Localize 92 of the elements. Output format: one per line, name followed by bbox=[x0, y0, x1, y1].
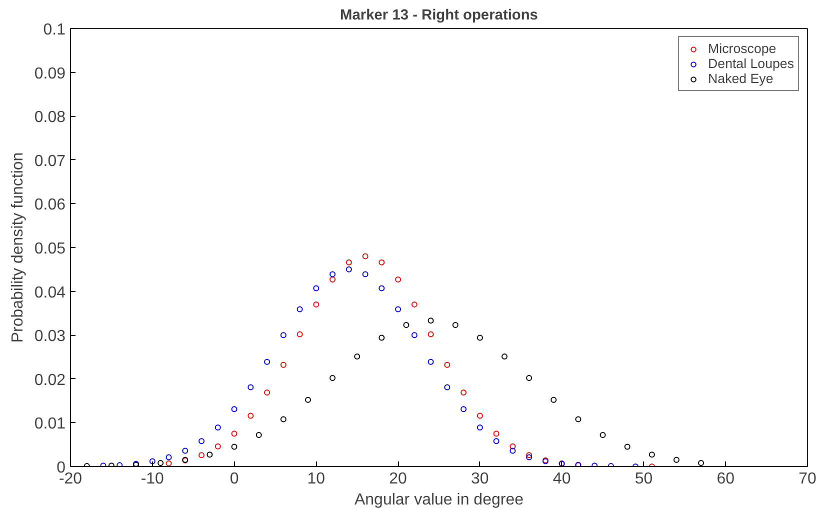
point bbox=[313, 285, 320, 292]
point bbox=[476, 412, 483, 419]
point bbox=[198, 438, 205, 444]
point bbox=[198, 452, 205, 458]
point bbox=[166, 454, 172, 460]
point bbox=[248, 384, 254, 390]
point bbox=[166, 460, 172, 466]
point bbox=[264, 389, 270, 396]
point bbox=[362, 271, 368, 278]
point bbox=[476, 334, 483, 341]
x-tick-label: 0 bbox=[230, 470, 239, 488]
y-tick-label: 0.08 bbox=[34, 109, 66, 126]
point bbox=[346, 259, 352, 266]
point bbox=[526, 375, 532, 382]
point bbox=[330, 276, 336, 282]
point bbox=[354, 354, 360, 360]
point bbox=[428, 331, 434, 338]
point bbox=[296, 331, 303, 338]
point bbox=[313, 301, 320, 308]
point bbox=[280, 362, 286, 368]
point bbox=[493, 438, 500, 444]
legend-label: Microscope bbox=[708, 41, 776, 56]
point bbox=[575, 416, 582, 422]
point bbox=[264, 358, 270, 365]
point bbox=[673, 456, 680, 463]
point bbox=[158, 460, 164, 466]
legend-label: Dental Loupes bbox=[708, 56, 794, 71]
y-tick-label: 0.05 bbox=[34, 240, 66, 258]
point bbox=[493, 430, 500, 437]
point bbox=[428, 358, 434, 365]
y-tick-label: 0.01 bbox=[34, 416, 66, 433]
y-axis-title: Probability density function bbox=[9, 152, 26, 343]
point bbox=[214, 443, 221, 450]
point bbox=[395, 276, 402, 282]
y-tick-label: 0.03 bbox=[34, 328, 66, 346]
point bbox=[206, 452, 213, 458]
x-tick-label: 10 bbox=[307, 470, 326, 488]
y-tick-label: 0.09 bbox=[34, 65, 66, 82]
point bbox=[460, 406, 467, 412]
point bbox=[182, 448, 188, 454]
x-tick-label: 70 bbox=[798, 470, 816, 488]
y-tick-label: 0.07 bbox=[34, 152, 66, 170]
y-tick-label: 0 bbox=[56, 460, 66, 476]
x-axis-title: Angular value in degree bbox=[354, 492, 524, 508]
point bbox=[280, 416, 286, 422]
point bbox=[362, 253, 368, 260]
point bbox=[395, 306, 402, 312]
point bbox=[280, 332, 286, 338]
point bbox=[296, 306, 303, 312]
y-tick-label: 0.04 bbox=[34, 284, 66, 302]
point bbox=[149, 458, 156, 464]
point bbox=[510, 443, 516, 450]
y-tick-label: 0.02 bbox=[34, 372, 66, 389]
y-tick-label: 0.06 bbox=[34, 196, 66, 214]
point bbox=[346, 266, 352, 272]
x-tick-label: 40 bbox=[552, 470, 571, 488]
point bbox=[452, 322, 458, 328]
point bbox=[411, 332, 418, 338]
point bbox=[231, 444, 238, 450]
y-tick-label: 0.1 bbox=[43, 22, 66, 38]
point bbox=[444, 362, 450, 368]
point bbox=[256, 432, 262, 438]
x-tick-label: -10 bbox=[140, 470, 164, 488]
point bbox=[550, 396, 557, 403]
point bbox=[231, 406, 238, 412]
x-tick-label: 50 bbox=[634, 470, 653, 488]
point bbox=[510, 448, 516, 454]
point bbox=[624, 444, 630, 450]
point bbox=[600, 432, 606, 438]
point bbox=[698, 460, 704, 466]
chart-title: Marker 13 - Right operations bbox=[340, 8, 538, 24]
x-tick-label: 60 bbox=[716, 470, 735, 488]
point bbox=[378, 259, 385, 266]
point bbox=[648, 452, 655, 458]
legend-label: Naked Eye bbox=[708, 71, 774, 86]
point bbox=[460, 389, 467, 396]
point bbox=[476, 424, 483, 431]
point bbox=[378, 285, 385, 292]
point bbox=[403, 322, 410, 328]
point bbox=[444, 384, 450, 390]
point bbox=[330, 375, 336, 382]
point bbox=[502, 354, 508, 360]
x-tick-label: 30 bbox=[471, 470, 489, 488]
point bbox=[248, 412, 254, 419]
point bbox=[214, 424, 221, 431]
point bbox=[330, 271, 336, 278]
point bbox=[411, 301, 418, 308]
point bbox=[304, 396, 311, 403]
point bbox=[231, 430, 238, 437]
point bbox=[428, 318, 434, 324]
x-tick-label: 20 bbox=[389, 470, 408, 488]
point bbox=[378, 334, 385, 341]
